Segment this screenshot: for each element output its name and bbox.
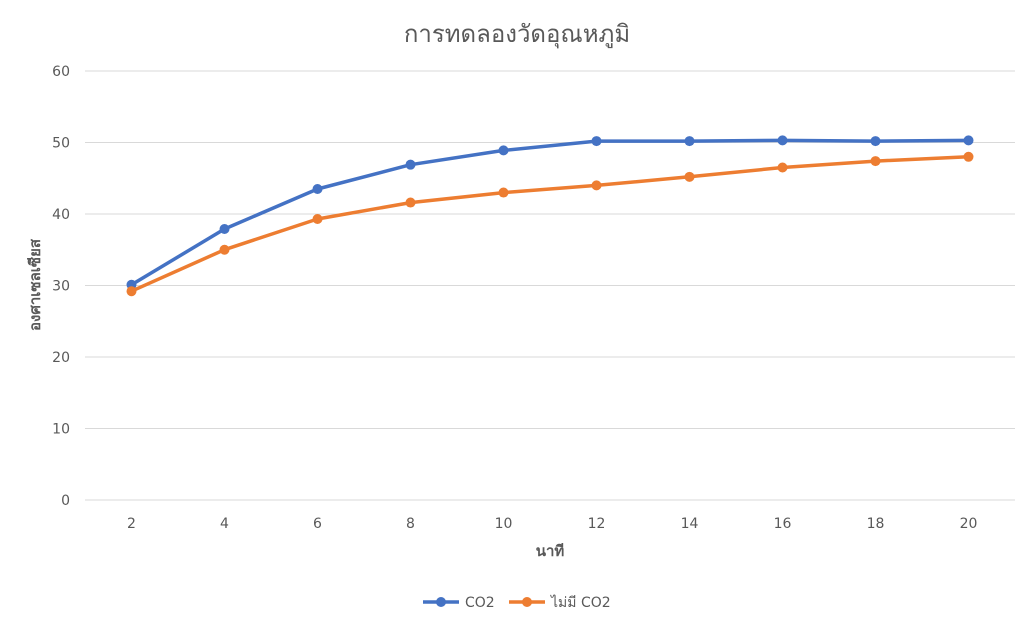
x-tick-label: 12 [588,516,606,532]
series-2 [126,151,974,297]
x-tick-label: 8 [406,516,415,532]
x-tick-label: 2 [127,516,136,532]
data-point [498,187,509,198]
y-tick-label: 40 [52,207,70,223]
series-line [129,138,971,287]
y-axis-ticks: 0 10 20 30 40 50 60 [52,64,70,509]
data-point [312,214,323,225]
series-1 [126,135,974,290]
x-tick-label: 18 [867,516,885,532]
y-tick-label: 30 [52,279,70,295]
x-tick-label: 6 [313,516,322,532]
y-tick-label: 60 [52,64,70,80]
legend-entry: CO2 [423,595,495,611]
data-point [870,156,881,167]
legend-label: ไม่มี CO2 [550,594,611,611]
series-group [126,135,974,297]
legend-marker [522,597,532,607]
legend-entry: ไม่มี CO2 [509,594,611,611]
y-tick-label: 20 [52,350,70,366]
data-point [126,286,137,297]
data-point [684,136,695,147]
x-tick-label: 14 [681,516,699,532]
x-tick-label: 16 [774,516,792,532]
data-point [777,162,788,173]
gridlines [85,70,1015,501]
data-point [684,171,695,182]
x-tick-label: 20 [960,516,978,532]
y-tick-label: 10 [52,422,70,438]
data-point [405,197,416,208]
x-axis-ticks: 2 4 6 8 10 12 14 16 18 20 [127,516,977,532]
x-tick-label: 4 [220,516,229,532]
data-point [777,135,788,146]
data-point [591,136,602,147]
data-point [870,136,881,147]
y-tick-label: 50 [52,136,70,152]
y-tick-label: 0 [61,493,70,509]
data-point [963,151,974,162]
x-axis-label: นาที [536,542,565,560]
data-point [219,224,230,235]
legend-label: CO2 [465,595,495,611]
x-tick-label: 10 [495,516,513,532]
data-point [405,159,416,170]
y-axis-label: องศาเซลเซียส [26,238,44,331]
data-point [591,180,602,191]
legend: CO2 ไม่มี CO2 [423,594,611,611]
series-line [129,155,971,293]
data-point [498,145,509,156]
data-point [312,183,323,194]
data-point [219,244,230,255]
legend-marker [436,597,446,607]
data-point [963,135,974,146]
chart-title: การทดลองวัดอุณหภูมิ [404,20,630,49]
